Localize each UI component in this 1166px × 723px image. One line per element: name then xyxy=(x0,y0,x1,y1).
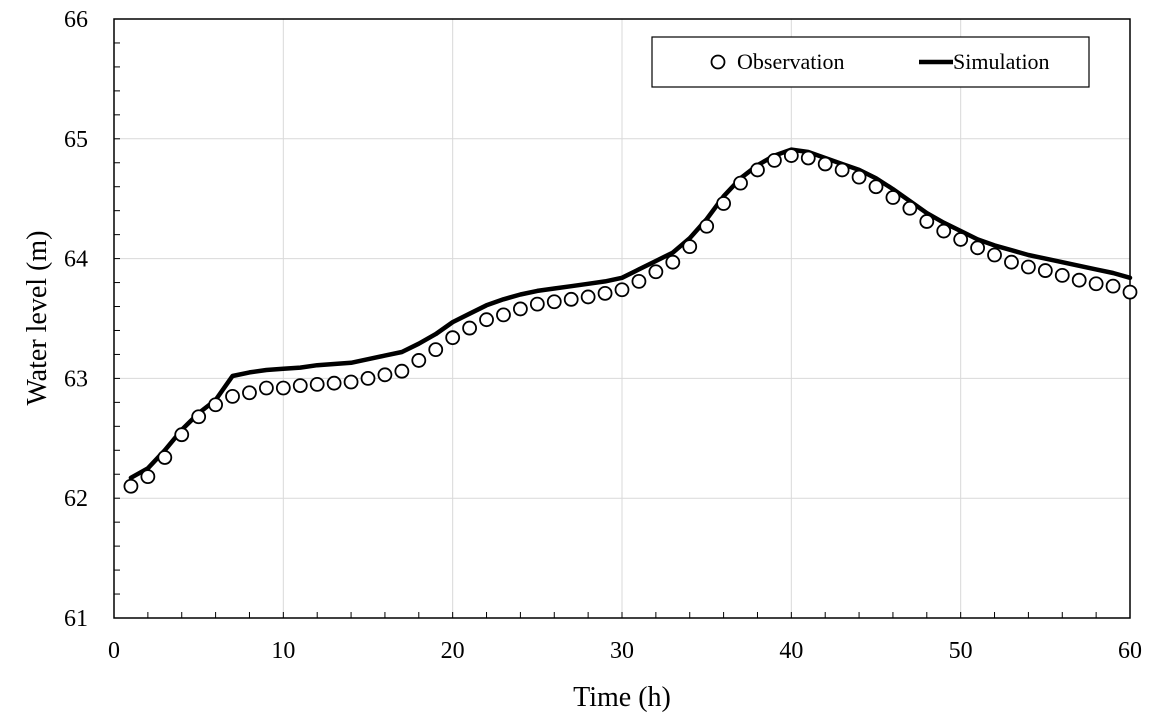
observation-point xyxy=(1004,254,1019,270)
x-tick-label: 50 xyxy=(949,638,973,664)
observation-point xyxy=(292,378,308,393)
observation-point xyxy=(225,388,240,404)
observation-point xyxy=(191,409,207,425)
observation-point xyxy=(885,190,901,205)
x-tick-label: 30 xyxy=(610,638,634,664)
x-tick-label: 20 xyxy=(441,638,465,664)
observation-point xyxy=(682,239,698,255)
y-tick-label: 65 xyxy=(64,127,88,153)
observation-point xyxy=(309,376,325,392)
observation-point xyxy=(157,450,173,465)
x-axis-title: Time (h) xyxy=(573,682,671,713)
legend-observation-label: Observation xyxy=(737,49,845,74)
legend-simulation-label: Simulation xyxy=(953,49,1050,74)
observation-point xyxy=(987,247,1002,263)
observation-point xyxy=(479,312,494,328)
y-tick-label: 63 xyxy=(64,366,88,392)
observation-point xyxy=(783,148,799,163)
observation-point xyxy=(1071,272,1087,288)
y-tick-label: 64 xyxy=(64,247,88,273)
tick-label-layer: 0 10 20 30 40 50 60 61 62 63 64 65 66 xyxy=(64,7,1142,664)
observation-point xyxy=(953,232,969,247)
legend-observation-marker xyxy=(710,54,726,70)
legend: Observation Simulation xyxy=(651,36,1090,88)
observation-point xyxy=(699,218,715,234)
observation-point xyxy=(343,374,359,390)
observation-point xyxy=(258,380,274,396)
observation-point xyxy=(936,223,952,239)
observation-point xyxy=(326,375,342,391)
observation-point xyxy=(1021,259,1036,275)
observation-point xyxy=(733,175,748,191)
observation-point xyxy=(716,196,731,211)
observation-point xyxy=(919,214,935,229)
observation-point xyxy=(428,342,444,358)
observation-point xyxy=(462,320,478,336)
observation-point xyxy=(546,294,562,310)
observation-point xyxy=(800,150,816,166)
y-tick-label: 66 xyxy=(64,7,88,33)
observation-point xyxy=(140,469,156,485)
observation-point xyxy=(1054,267,1070,283)
observation-point xyxy=(631,273,647,289)
observation-point xyxy=(597,285,613,301)
observation-point xyxy=(513,301,528,317)
observation-point xyxy=(614,282,630,298)
observation-point xyxy=(1037,263,1053,278)
observation-point xyxy=(377,367,393,383)
simulation-line xyxy=(128,147,1133,481)
observation-point xyxy=(750,162,765,178)
plot-frame xyxy=(113,18,1131,619)
observation-point xyxy=(767,152,782,168)
observation-point xyxy=(1088,276,1104,292)
observation-point xyxy=(445,330,461,346)
observation-point xyxy=(275,380,291,396)
observation-point xyxy=(902,200,918,216)
observation-point xyxy=(665,254,681,270)
observation-point xyxy=(834,162,850,178)
observation-point xyxy=(970,240,985,256)
minor-tick-layer xyxy=(113,18,1131,619)
observation-point xyxy=(208,397,224,413)
observation-point xyxy=(411,353,427,368)
y-tick-label: 61 xyxy=(64,606,88,632)
grid-layer xyxy=(114,19,1130,618)
y-tick-label: 62 xyxy=(64,486,88,512)
observation-point xyxy=(394,363,410,379)
observation-point xyxy=(817,156,833,172)
observation-point xyxy=(529,296,545,312)
observation-point xyxy=(563,291,579,307)
observation-point xyxy=(360,370,376,386)
observation-point xyxy=(1105,278,1121,294)
series-layer xyxy=(123,147,1138,494)
observation-point xyxy=(123,478,139,494)
x-tick-label: 60 xyxy=(1118,638,1142,664)
observation-point xyxy=(242,385,257,401)
observation-point xyxy=(868,179,884,195)
observation-point xyxy=(174,427,190,443)
observation-point xyxy=(580,289,596,305)
x-tick-label: 40 xyxy=(779,638,803,664)
x-tick-label: 0 xyxy=(108,638,120,664)
y-axis-title: Water level (m) xyxy=(22,231,53,406)
x-tick-label: 10 xyxy=(271,638,295,664)
observation-point xyxy=(851,169,867,185)
observation-point xyxy=(496,307,511,323)
observation-point xyxy=(1122,284,1138,300)
observation-point xyxy=(648,264,664,280)
